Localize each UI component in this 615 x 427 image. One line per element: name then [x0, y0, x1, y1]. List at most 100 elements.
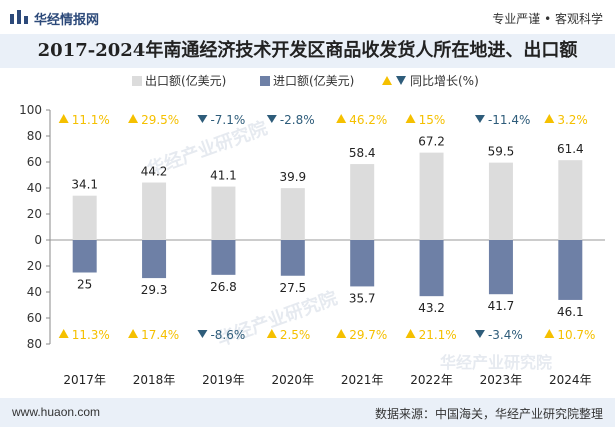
import-bar — [488, 240, 513, 295]
import-growth-label: 2.5% — [280, 328, 311, 342]
export-growth-label: 46.2% — [349, 113, 387, 127]
down-triangle-icon — [474, 115, 485, 123]
export-value-label: 44.2 — [141, 165, 168, 179]
down-triangle-icon — [197, 330, 208, 338]
export-growth-label: 11.1% — [72, 113, 110, 127]
import-value-label: 46.1 — [557, 305, 584, 319]
import-value-label: 26.8 — [210, 280, 237, 294]
up-triangle-icon — [544, 329, 555, 338]
import-bar — [211, 240, 236, 275]
export-bar — [350, 164, 375, 240]
down-triangle-icon — [197, 115, 208, 123]
import-value-label: 25 — [77, 278, 92, 292]
up-triangle-icon — [336, 329, 347, 338]
x-tick-label: 2019年 — [202, 373, 245, 387]
export-growth-label: -7.1% — [210, 113, 245, 127]
export-growth-label: 15% — [419, 113, 446, 127]
footer-bar — [0, 398, 615, 427]
import-growth-label: 11.3% — [72, 328, 110, 342]
up-triangle-icon — [128, 329, 139, 338]
bars — [72, 152, 583, 300]
x-tick-label: 2018年 — [133, 373, 176, 387]
export-bar — [558, 160, 583, 240]
export-bar — [419, 152, 444, 240]
import-growth-label: -8.6% — [210, 328, 245, 342]
y-tick-label: 80 — [27, 129, 42, 143]
import-growth-label: 29.7% — [349, 328, 387, 342]
value-labels: 34.1 25 44.2 29.3 41.1 26.8 39.9 27.5 58.4 35.7 67… — [71, 135, 583, 319]
growth-labels: 11.1% 11.3% 29.5% 17.4% -7.1% -8.6% -2.8% 2.5% 4… — [58, 113, 595, 342]
up-triangle-icon — [128, 114, 139, 123]
down-triangle-icon — [474, 330, 485, 338]
up-triangle-icon — [336, 114, 347, 123]
slogan: 专业严谨 • 客观科学 — [492, 12, 603, 26]
y-tick-label: 20 — [27, 207, 42, 221]
brand-name: 华经情报网 — [34, 13, 100, 28]
export-value-label: 59.5 — [488, 145, 515, 159]
import-bar — [558, 240, 583, 300]
up-triangle-icon — [544, 114, 555, 123]
import-growth-label: -3.4% — [488, 328, 523, 342]
data-source: 数据来源：中国海关，华经产业研究院整理 — [374, 407, 603, 421]
x-tick-label: 2017年 — [63, 373, 106, 387]
import-bar — [350, 240, 375, 287]
export-growth-label: -2.8% — [280, 113, 315, 127]
import-growth-label: 17.4% — [141, 328, 179, 342]
legend: 出口额(亿美元) 进口额(亿美元) 同比增长(%) — [132, 73, 479, 88]
export-bar — [142, 182, 167, 240]
y-tick-label: 80 — [27, 337, 42, 351]
up-triangle-icon — [58, 329, 69, 338]
export-value-label: 67.2 — [418, 135, 445, 149]
up-triangle-icon — [266, 329, 277, 338]
import-value-label: 43.2 — [418, 301, 445, 315]
y-tick-label: 100 — [19, 103, 42, 117]
import-value-label: 35.7 — [349, 291, 376, 305]
export-growth-label: 3.2% — [557, 113, 588, 127]
y-tick-label: 60 — [27, 311, 42, 325]
import-value-label: 27.5 — [279, 281, 306, 295]
import-bar — [72, 240, 97, 273]
x-tick-label: 2023年 — [480, 373, 523, 387]
down-triangle-icon — [266, 115, 277, 123]
export-value-label: 41.1 — [210, 169, 237, 183]
import-bar — [142, 240, 167, 279]
legend-growth-label: 同比增长(%) — [410, 74, 479, 88]
x-tick-label: 2021年 — [341, 373, 384, 387]
chart-title: 2017-2024年南通经济技术开发区商品收发货人所在地进、出口额 — [37, 40, 578, 61]
import-value-label: 41.7 — [488, 299, 515, 313]
up-triangle-icon — [405, 329, 416, 338]
import-bar — [419, 240, 444, 297]
y-tick-label: 60 — [27, 155, 42, 169]
import-growth-label: 21.1% — [419, 328, 457, 342]
export-growth-label: -11.4% — [488, 113, 530, 127]
export-value-label: 39.9 — [279, 170, 306, 184]
y-tick-label: 0 — [34, 233, 42, 247]
export-value-label: 61.4 — [557, 142, 584, 156]
title-bar — [0, 34, 615, 68]
watermark-3: 华经产业研究院 — [440, 353, 552, 372]
export-value-label: 58.4 — [349, 146, 376, 160]
chart: 华经产业研究院 华经产业研究院 华经产业研究院 1008060402002040… — [19, 73, 605, 387]
import-growth-label: 10.7% — [557, 328, 595, 342]
y-tick-label: 40 — [27, 285, 42, 299]
logo-bars-icon — [10, 10, 28, 24]
legend-import-swatch — [260, 76, 270, 86]
x-axis: 2017年 2018年 2019年 2020年 2021年 2022年 2023年 2024年 — [63, 373, 591, 387]
legend-up-triangle-icon — [382, 76, 392, 85]
export-bar — [211, 186, 236, 240]
up-triangle-icon — [58, 114, 69, 123]
import-bar — [280, 240, 305, 276]
y-tick-label: 40 — [27, 181, 42, 195]
website[interactable]: www.huaon.com — [12, 405, 101, 419]
x-tick-label: 2020年 — [272, 373, 315, 387]
export-bar — [72, 195, 97, 240]
legend-down-triangle-icon — [396, 76, 406, 85]
x-tick-label: 2022年 — [410, 373, 453, 387]
y-tick-label: 20 — [27, 259, 42, 273]
export-bar — [488, 162, 513, 240]
up-triangle-icon — [405, 114, 416, 123]
legend-export-swatch — [132, 76, 142, 86]
x-tick-label: 2024年 — [549, 373, 592, 387]
top-bar: 华经情报网 专业严谨 • 客观科学 — [0, 0, 615, 34]
export-growth-label: 29.5% — [141, 113, 179, 127]
